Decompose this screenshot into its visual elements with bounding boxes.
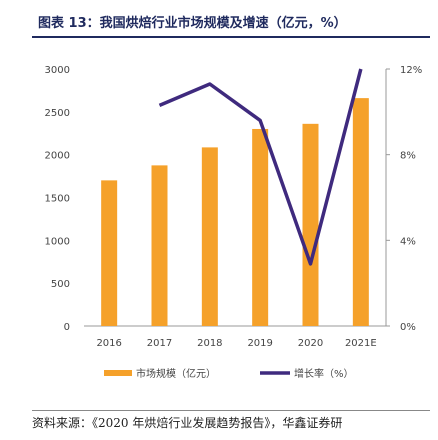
y-left-tick-label: 2500 (45, 108, 70, 119)
y-left-tick-label: 1500 (45, 194, 70, 205)
bar-market-size (302, 123, 319, 327)
bar-market-size (252, 128, 269, 326)
x-tick-label: 2017 (147, 338, 172, 349)
legend-swatch-bar (104, 370, 132, 376)
bar-market-size (101, 180, 118, 326)
bar-market-size (151, 165, 168, 326)
x-tick-label: 2018 (197, 338, 222, 349)
bar-market-size (201, 147, 218, 326)
title-divider (32, 36, 430, 38)
x-tick-label: 2016 (96, 338, 121, 349)
y-left-tick-label: 0 (64, 322, 70, 333)
source-note: 资料来源：《2020 年烘焙行业发展趋势报告》，华鑫证券研 (32, 416, 343, 430)
x-tick-label: 2019 (247, 338, 272, 349)
y-right-tick-label: 8% (400, 151, 416, 162)
chart-title: 图表 13：我国烘焙行业市场规模及增速（亿元，%） (38, 16, 347, 31)
legend-label-line: 增长率（%） (294, 367, 354, 380)
y-left-tick-label: 500 (51, 279, 70, 290)
y-left-tick-label: 3000 (45, 65, 70, 76)
y-right-tick-label: 4% (400, 236, 416, 247)
y-left-tick-label: 1000 (45, 236, 70, 247)
legend-label-bar: 市场规模（亿元） (136, 367, 216, 380)
x-tick-label: 2020 (298, 338, 323, 349)
bar-market-size (352, 98, 369, 326)
bar-line-chart: 0 500 1000 1500 2000 2500 3000 0% 4% 8% 12% 2016 201… (45, 65, 423, 380)
y-right-tick-label: 0% (400, 322, 416, 333)
y-right-tick-label: 12% (400, 65, 422, 76)
source-divider (32, 410, 430, 411)
y-left-tick-label: 2000 (45, 151, 70, 162)
x-tick-label: 2021E (345, 338, 377, 349)
